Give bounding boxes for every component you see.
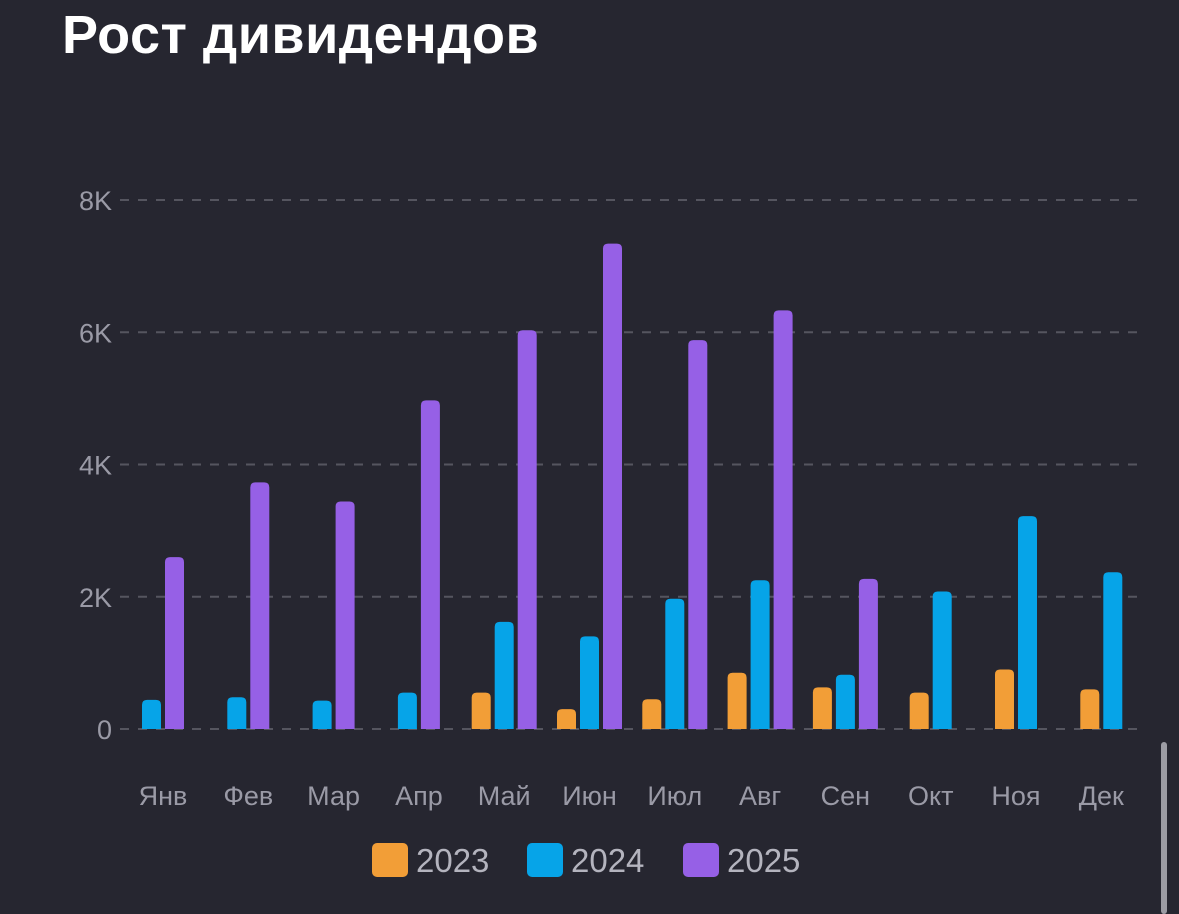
bar-2025-0 bbox=[165, 557, 184, 729]
bar-2025-3 bbox=[420, 400, 440, 729]
bar-2024-4 bbox=[494, 621, 514, 729]
x-tick-label: Апр bbox=[395, 781, 443, 811]
bar-2025-4 bbox=[517, 330, 537, 729]
y-tick-label: 0 bbox=[97, 715, 112, 745]
legend-label-2024: 2024 bbox=[571, 842, 644, 879]
legend-swatch-2025 bbox=[683, 843, 719, 877]
x-tick-label: Окт bbox=[908, 781, 953, 811]
bar-2024-5 bbox=[580, 636, 599, 729]
bar-2025-5 bbox=[603, 243, 622, 729]
legend-label-2023: 2023 bbox=[416, 842, 489, 879]
y-tick-label: 2K bbox=[79, 583, 112, 613]
legend-swatch-2024 bbox=[527, 843, 563, 877]
y-tick-label: 6K bbox=[79, 318, 112, 348]
bar-2024-10 bbox=[1018, 516, 1037, 729]
bar-2024-9 bbox=[932, 591, 952, 729]
bar-2024-6 bbox=[665, 598, 685, 729]
bar-2023-8 bbox=[812, 687, 832, 729]
bar-2024-1 bbox=[227, 697, 247, 729]
x-tick-label: Май bbox=[478, 781, 531, 811]
chart-title: Рост дивидендов bbox=[62, 5, 540, 65]
bar-2025-1 bbox=[250, 482, 270, 729]
bar-2024-7 bbox=[750, 580, 770, 729]
bar-2025-6 bbox=[688, 340, 708, 729]
y-tick-label: 4K bbox=[79, 451, 112, 481]
x-tick-label: Мар bbox=[307, 781, 360, 811]
bar-2023-10 bbox=[995, 669, 1014, 729]
bar-2023-11 bbox=[1080, 689, 1100, 729]
x-tick-label: Авг bbox=[739, 781, 781, 811]
bar-2025-2 bbox=[335, 501, 355, 729]
bar-2023-4 bbox=[471, 692, 491, 729]
bar-2024-2 bbox=[312, 700, 332, 729]
legend-label-2025: 2025 bbox=[727, 842, 800, 879]
bar-2023-6 bbox=[642, 699, 662, 729]
bar-2023-7 bbox=[727, 672, 747, 729]
scroll-indicator[interactable] bbox=[1161, 742, 1167, 914]
x-tick-label: Июл bbox=[647, 781, 702, 811]
bar-2025-7 bbox=[773, 310, 793, 729]
bar-2024-8 bbox=[835, 674, 855, 729]
x-tick-label: Июн bbox=[562, 781, 617, 811]
legend-swatch-2023 bbox=[372, 843, 408, 877]
bar-2024-11 bbox=[1103, 572, 1123, 729]
x-tick-label: Янв bbox=[139, 781, 188, 811]
bar-2024-3 bbox=[397, 692, 417, 729]
x-tick-label: Ноя bbox=[991, 781, 1040, 811]
x-tick-label: Фев bbox=[223, 781, 273, 811]
x-tick-label: Сен bbox=[821, 781, 870, 811]
x-tick-label: Дек bbox=[1079, 781, 1124, 811]
bar-2023-5 bbox=[557, 709, 576, 729]
bar-2025-8 bbox=[858, 578, 878, 729]
bar-2024-0 bbox=[142, 699, 161, 729]
y-tick-label: 8K bbox=[79, 186, 112, 216]
bar-2023-9 bbox=[909, 692, 929, 729]
